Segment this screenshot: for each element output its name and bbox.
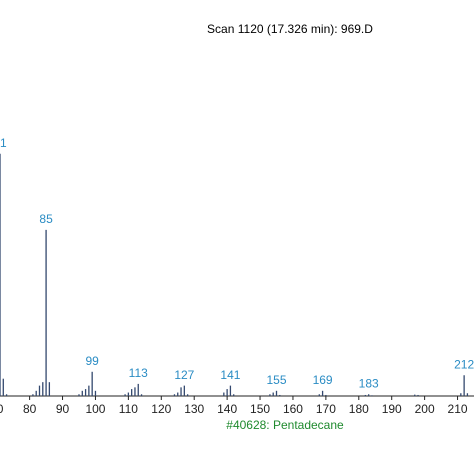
x-tick-label: 170 (316, 402, 336, 416)
chart-title: Scan 1120 (17.326 min): 969.D (207, 22, 373, 36)
chart-subtitle: #40628: Pentadecane (226, 418, 344, 432)
x-tick-label: 110 (119, 402, 138, 416)
x-tick-label: 180 (349, 402, 369, 416)
peak-label: 71 (0, 136, 7, 150)
peak-label: 169 (313, 373, 333, 387)
x-tick-label: 100 (85, 402, 105, 416)
x-tick-label: 130 (184, 402, 204, 416)
x-tick-label: 160 (283, 402, 303, 416)
peak-label: 85 (39, 212, 53, 226)
x-tick-label: 90 (56, 402, 70, 416)
peak-label: 212 (454, 357, 474, 371)
x-tick-label: 120 (151, 402, 171, 416)
x-tick-label: 150 (250, 402, 270, 416)
x-tick-label: 140 (217, 402, 237, 416)
x-tick-label: 210 (448, 402, 468, 416)
x-tick-label: 200 (415, 402, 435, 416)
peak-label: 127 (174, 368, 194, 382)
peak-label: 155 (266, 373, 286, 387)
x-tick-label: 70 (0, 402, 4, 416)
peak-label: 141 (220, 368, 240, 382)
x-tick-label: 190 (382, 402, 402, 416)
x-tick-label: 80 (23, 402, 37, 416)
peak-label: 113 (129, 366, 148, 380)
peak-label: 99 (85, 354, 99, 368)
peak-label: 183 (359, 376, 379, 390)
